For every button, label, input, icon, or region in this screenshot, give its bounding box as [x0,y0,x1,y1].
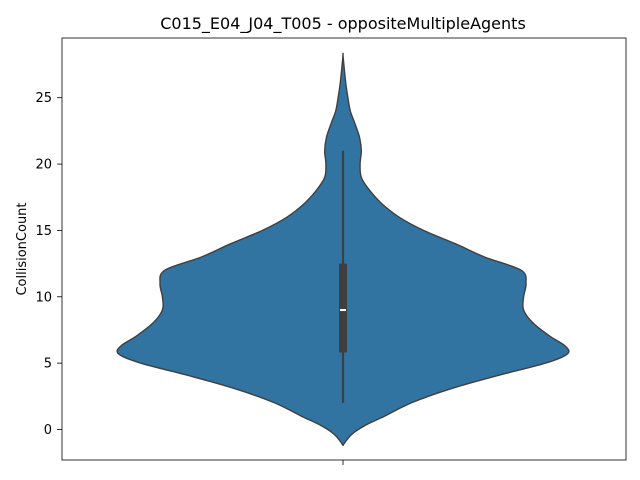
y-axis: 0 5 10 15 20 25 [35,91,62,438]
chart-title: C015_E04_J04_T005 - oppositeMultipleAgen… [160,14,526,34]
y-tick-label: 5 [44,357,52,372]
y-tick-label: 10 [35,290,52,305]
y-axis-label: CollisionCount [15,202,30,295]
axes-frame [61,37,627,461]
y-tick-label: 15 [35,224,52,239]
y-tick-label: 0 [44,423,52,438]
plot-area [116,52,570,447]
y-tick-label: 20 [35,158,52,173]
iqr-box [339,263,347,353]
y-tick-label: 25 [35,91,52,106]
